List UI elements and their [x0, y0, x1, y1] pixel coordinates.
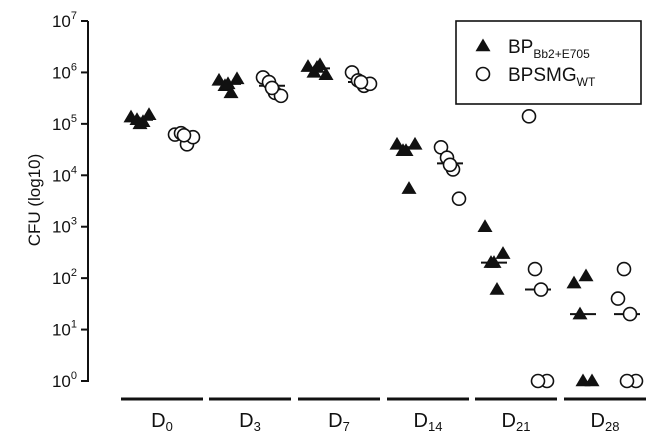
data-point-circle: [533, 282, 549, 297]
data-point-circle: [176, 127, 192, 143]
data-point-triangle: [566, 275, 582, 289]
data-point-circle: [622, 306, 638, 322]
data-point-circle: [264, 80, 280, 96]
y-tick-label: 107: [52, 10, 77, 31]
data-point-triangle: [300, 59, 316, 72]
legend: BPBb2+E705 BPSMGWT: [455, 20, 642, 105]
data-point-triangle: [489, 282, 505, 295]
y-tick-label: 100: [52, 370, 77, 391]
data-point-triangle: [572, 306, 588, 320]
data-point-circle: [616, 261, 632, 277]
data-point-circle: [451, 191, 467, 207]
data-point-triangle: [578, 268, 594, 282]
y-tick-label: 102: [52, 267, 77, 288]
data-point-triangle: [398, 143, 414, 156]
legend-circle-icon: [475, 66, 491, 82]
data-point-triangle: [141, 107, 157, 121]
data-marks: [123, 57, 644, 389]
data-point-circle: [530, 373, 546, 389]
data-point-circle: [273, 88, 289, 104]
y-tick-label: 101: [52, 319, 77, 340]
data-point-triangle: [401, 181, 417, 194]
group-label: D7: [328, 410, 350, 434]
data-point-triangle: [486, 255, 502, 268]
data-point-triangle: [220, 76, 236, 90]
data-point-triangle: [223, 85, 239, 99]
data-point-triangle: [495, 246, 511, 259]
data-point-circle: [442, 157, 458, 173]
group-label: D0: [151, 410, 173, 434]
y-tick-label: 106: [52, 61, 77, 82]
group-label: D3: [239, 410, 261, 434]
data-point-triangle: [229, 71, 245, 85]
legend-label: BPBb2+E705: [508, 37, 590, 61]
data-point-circle: [353, 74, 369, 90]
data-point-triangle: [132, 116, 148, 130]
legend-triangle-icon: [475, 38, 491, 52]
group-label: D21: [502, 410, 531, 434]
data-point-circle: [619, 373, 635, 389]
y-axis-label: CFU (log10): [25, 154, 44, 247]
y-tick-label: 105: [52, 113, 77, 134]
group-label: D14: [414, 410, 443, 434]
group-axis: D0 D3 D7 D14 D21 D28: [121, 397, 646, 434]
axes: 100 101 102 103 104 105 106 107: [52, 10, 89, 391]
data-point-triangle: [477, 219, 493, 232]
data-point-circle: [610, 291, 626, 306]
data-point-circle: [521, 109, 537, 124]
y-tick-label: 103: [52, 216, 77, 237]
group-label: D28: [591, 410, 620, 434]
data-point-triangle: [389, 136, 405, 150]
data-point-triangle: [575, 373, 591, 387]
data-point-triangle: [407, 136, 423, 150]
data-point-triangle: [318, 67, 334, 81]
data-point-circle: [527, 261, 543, 277]
legend-label: BPSMGWT: [508, 65, 596, 89]
y-tick-label: 104: [52, 164, 77, 185]
data-point-triangle: [309, 59, 325, 73]
legend-box: [455, 20, 642, 105]
